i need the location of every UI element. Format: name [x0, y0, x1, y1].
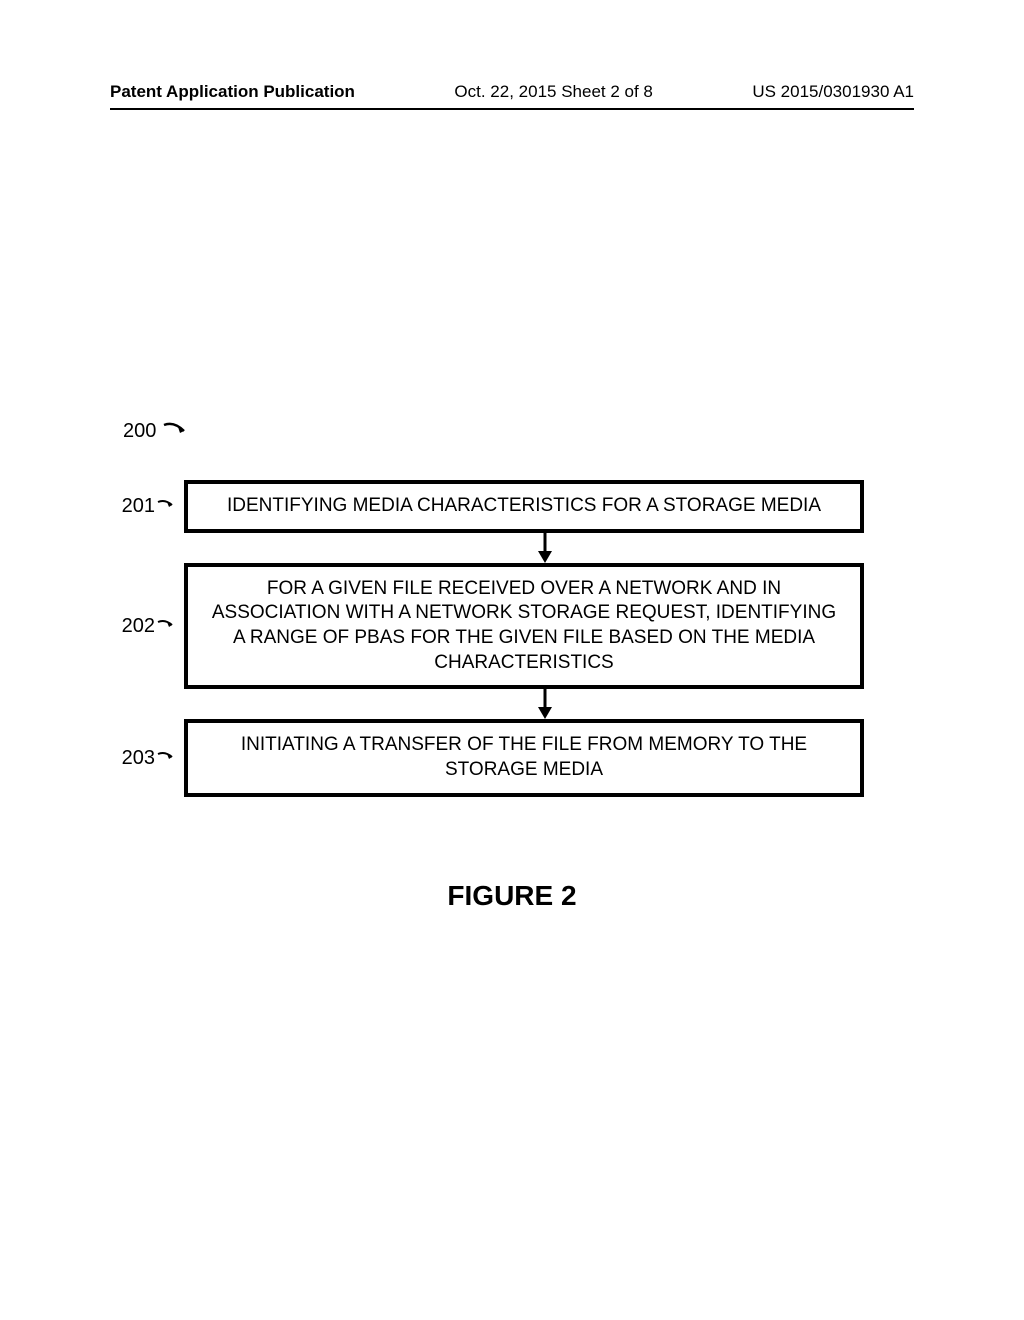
step-label-arrow-icon	[157, 498, 176, 514]
arrow-down-icon	[535, 533, 555, 563]
step-text-2: FOR A GIVEN FILE RECEIVED OVER A NETWORK…	[212, 578, 836, 673]
figure-title: FIGURE 2	[0, 880, 1024, 912]
arrow-connector-1	[205, 533, 885, 563]
step-label-text-1: 201	[122, 495, 155, 518]
header-right: US 2015/0301930 A1	[752, 82, 914, 102]
ref-number-text: 200	[123, 420, 156, 443]
step-label-text-2: 202	[122, 615, 155, 638]
step-box-3: INITIATING A TRANSFER OF THE FILE FROM M…	[184, 719, 864, 796]
step-label-arrow-icon	[157, 750, 176, 766]
step-label-1: 201	[120, 495, 176, 518]
arrow-connector-2	[205, 689, 885, 719]
page-header: Patent Application Publication Oct. 22, …	[0, 82, 1024, 102]
arrow-down-icon	[535, 689, 555, 719]
step-row-3: 203 INITIATING A TRANSFER OF THE FILE FR…	[120, 719, 900, 796]
step-text-1: IDENTIFYING MEDIA CHARACTERISTICS FOR A …	[227, 495, 821, 516]
header-center: Oct. 22, 2015 Sheet 2 of 8	[454, 82, 652, 102]
curved-arrow-icon	[162, 421, 192, 443]
flowchart-container: 201 IDENTIFYING MEDIA CHARACTERISTICS FO…	[120, 480, 900, 797]
step-box-2: FOR A GIVEN FILE RECEIVED OVER A NETWORK…	[184, 563, 864, 690]
step-box-1: IDENTIFYING MEDIA CHARACTERISTICS FOR A …	[184, 480, 864, 533]
header-left: Patent Application Publication	[110, 82, 355, 102]
step-row-1: 201 IDENTIFYING MEDIA CHARACTERISTICS FO…	[120, 480, 900, 533]
step-label-3: 203	[120, 747, 176, 770]
step-label-arrow-icon	[157, 618, 176, 634]
header-divider	[110, 108, 914, 110]
step-label-2: 202	[120, 615, 176, 638]
step-text-3: INITIATING A TRANSFER OF THE FILE FROM M…	[241, 734, 807, 780]
step-label-text-3: 203	[122, 747, 155, 770]
step-row-2: 202 FOR A GIVEN FILE RECEIVED OVER A NET…	[120, 563, 900, 690]
flowchart-ref-number: 200	[123, 420, 192, 443]
